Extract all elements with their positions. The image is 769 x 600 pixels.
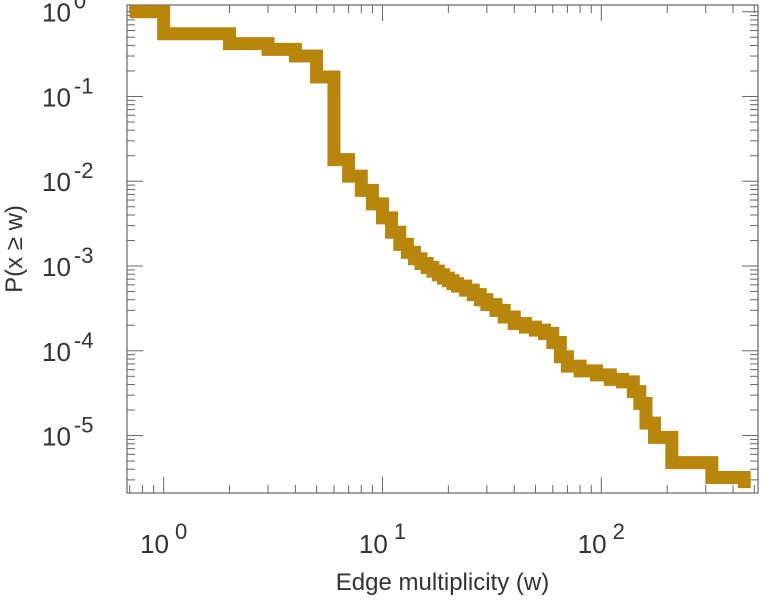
y-tick-exponent: -4 bbox=[74, 328, 94, 353]
y-tick-label: 10 -3 bbox=[42, 243, 93, 282]
x-tick-label: 10 2 bbox=[578, 519, 625, 559]
y-tick-base: 10 bbox=[42, 337, 71, 367]
series-step-line bbox=[129, 5, 751, 489]
series-layer bbox=[129, 5, 751, 489]
x-tick-base: 10 bbox=[140, 529, 169, 559]
y-tick-base: 10 bbox=[42, 167, 71, 197]
axis-ticks bbox=[127, 5, 758, 493]
x-tick-exponent: 1 bbox=[394, 519, 406, 544]
y-tick-exponent: -2 bbox=[74, 158, 94, 183]
y-tick-base: 10 bbox=[42, 82, 71, 112]
y-tick-base: 10 bbox=[42, 0, 71, 28]
y-tick-exponent: -3 bbox=[74, 243, 94, 268]
x-axis-title: Edge multiplicity (w) bbox=[336, 569, 549, 596]
y-tick-exponent: 0 bbox=[74, 0, 86, 14]
y-tick-base: 10 bbox=[42, 422, 71, 452]
x-tick-label: 10 0 bbox=[140, 519, 187, 559]
x-tick-exponent: 0 bbox=[175, 519, 187, 544]
plot-frame bbox=[126, 4, 759, 494]
x-tick-base: 10 bbox=[578, 529, 607, 559]
x-tick-base: 10 bbox=[359, 529, 388, 559]
y-tick-label: 10 0 bbox=[42, 0, 86, 28]
plot-area bbox=[126, 4, 759, 494]
y-tick-label: 10 -5 bbox=[42, 413, 93, 452]
y-tick-label: 10 -2 bbox=[42, 158, 93, 197]
y-tick-exponent: -5 bbox=[74, 413, 94, 438]
y-tick-exponent: -1 bbox=[74, 73, 94, 98]
x-tick-exponent: 2 bbox=[613, 519, 625, 544]
y-tick-base: 10 bbox=[42, 252, 71, 282]
y-tick-label: 10 -4 bbox=[42, 328, 93, 367]
y-axis-title: P(x ≥ w) bbox=[1, 205, 28, 293]
x-tick-label: 10 1 bbox=[359, 519, 406, 559]
y-tick-label: 10 -1 bbox=[42, 73, 93, 112]
tick-labels: 10 0 10 1 10 210 010 -110 -210 -310 -410 -5 bbox=[42, 0, 625, 559]
